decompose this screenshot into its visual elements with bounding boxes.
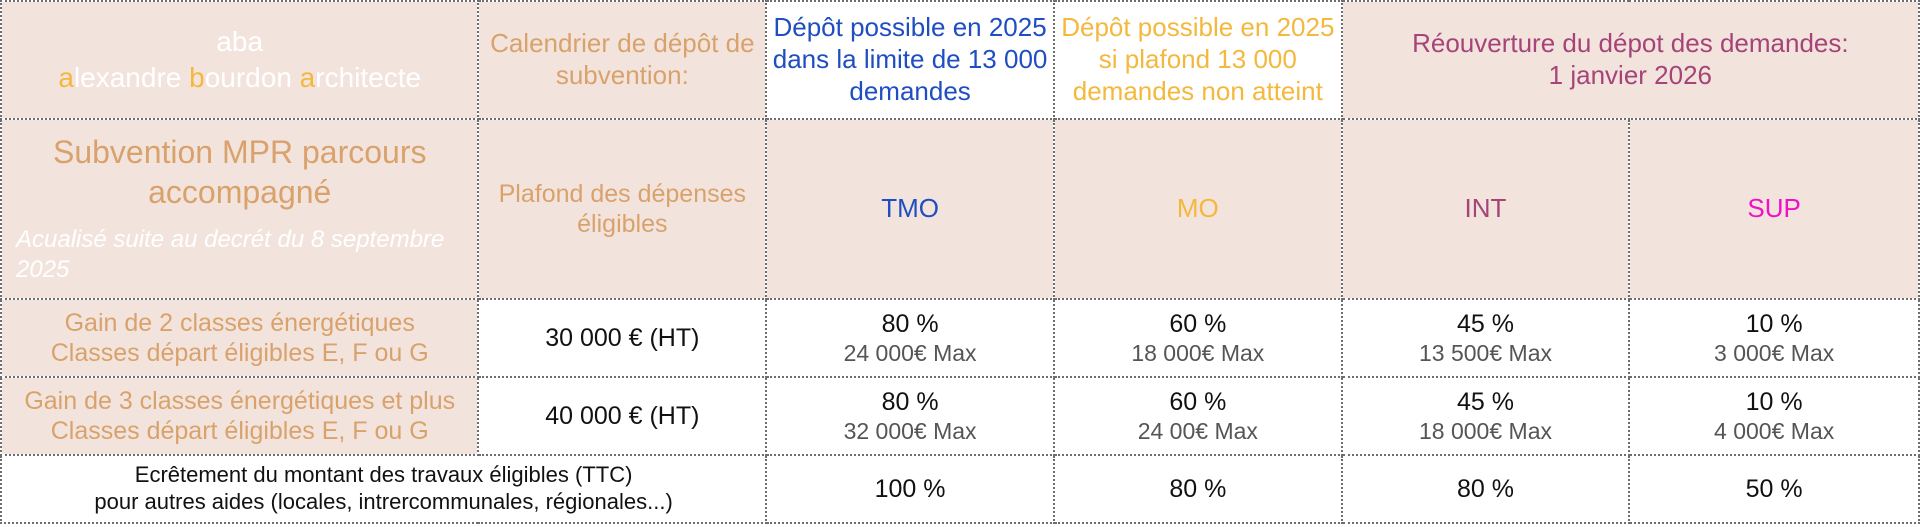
subvention-cell: Subvention MPR parcours accompagné Acual… [0,118,480,300]
rate-cell-int: 45 % 18 000€ Max [1340,376,1631,456]
ecretement-mo: 80 % [1052,454,1343,524]
ecretement-sup: 50 % [1628,454,1920,524]
update-note: Acualisé suite au decrét du 8 septembre … [16,226,445,283]
company-logo: aba alexandre bourdon architecte [6,24,473,97]
ceiling-value: 30 000 € (HT) [477,298,768,378]
ceiling-label: Plafond des dépenses éligibles [477,118,768,300]
table-row: Ecrêtement du montant des travaux éligib… [0,454,1920,524]
header-row: aba alexandre bourdon architecte Calendr… [0,0,1920,120]
reopening-header: Réouverture du dépot des demandes: 1 jan… [1340,0,1920,120]
rate-cell-mo: 60 % 24 00€ Max [1052,376,1343,456]
logo-acronym: aba [216,25,264,57]
logo-name: alexandre bourdon architecte [58,62,422,93]
rate-cell-int: 45 % 13 500€ Max [1340,298,1631,378]
table-row: Gain de 3 classes énergétiques et plus C… [0,376,1920,456]
rate-cell-sup: 10 % 4 000€ Max [1628,376,1920,456]
row-label-gain-3: Gain de 3 classes énergétiques et plus C… [0,376,480,456]
category-tmo: TMO [765,118,1055,300]
ecretement-label: Ecrêtement du montant des travaux éligib… [0,454,768,524]
category-sup: SUP [1628,118,1920,300]
ceiling-value: 40 000 € (HT) [477,376,768,456]
logo-cell: aba alexandre bourdon architecte [0,0,480,120]
calendar-label: Calendrier de dépôt de subvention: [477,0,768,120]
ecretement-tmo: 100 % [765,454,1055,524]
category-row: Subvention MPR parcours accompagné Acual… [0,118,1920,300]
deposit-2025-header: Dépôt possible en 2025 dans la limite de… [765,0,1055,120]
ecretement-int: 80 % [1340,454,1631,524]
rate-cell-tmo: 80 % 24 000€ Max [765,298,1055,378]
table-row: Gain de 2 classes énergétiques Classes d… [0,298,1920,378]
deposit-2025-ceiling-header: Dépôt possible en 2025 si plafond 13 000… [1052,0,1343,120]
row-label-gain-2: Gain de 2 classes énergétiques Classes d… [0,298,480,378]
rate-cell-tmo: 80 % 32 000€ Max [765,376,1055,456]
rate-cell-mo: 60 % 18 000€ Max [1052,298,1343,378]
rate-cell-sup: 10 % 3 000€ Max [1628,298,1920,378]
category-mo: MO [1052,118,1343,300]
category-int: INT [1340,118,1631,300]
subvention-title: Subvention MPR parcours accompagné [52,134,427,210]
